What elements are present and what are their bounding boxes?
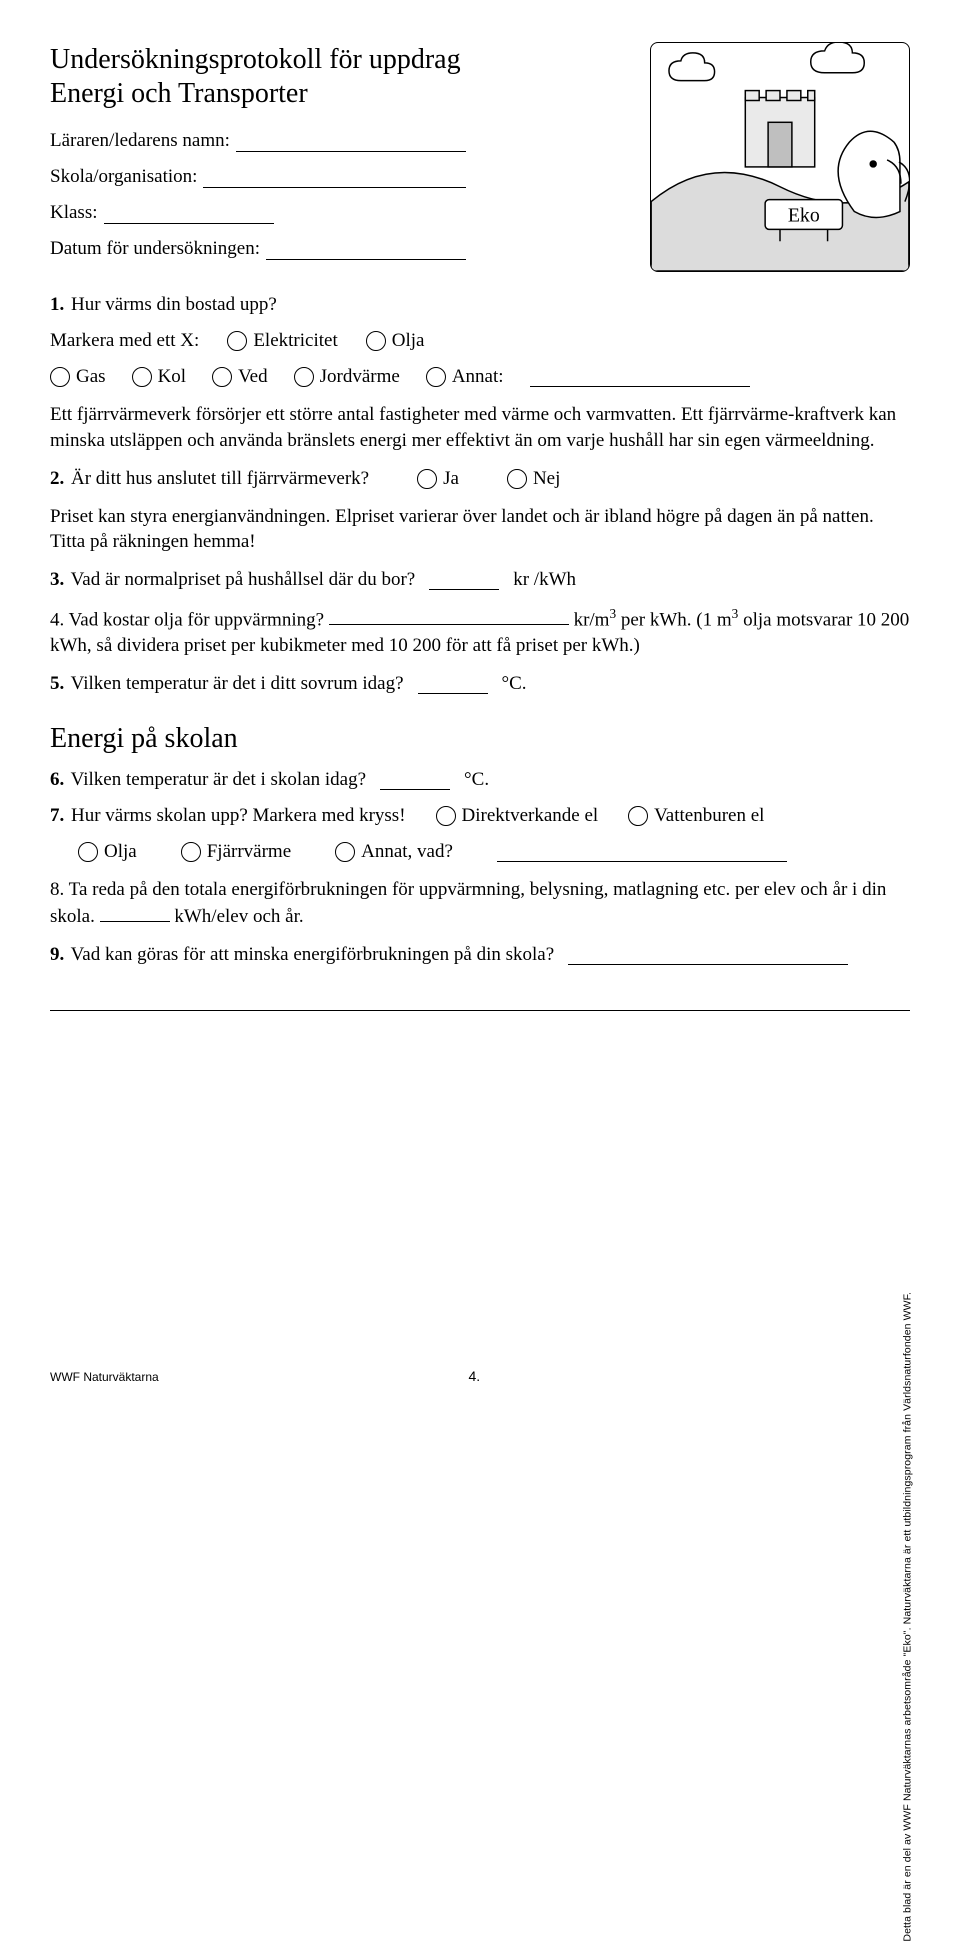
q4-text: Vad kostar olja för uppvärmning? (69, 609, 324, 630)
q1-num: 1. (50, 294, 64, 315)
section-energi-pa-skolan: Energi på skolan (50, 723, 910, 755)
q9-row: 9. Vad kan göras för att minska energifö… (50, 944, 910, 966)
side-note: Detta blad är en del av WWF Naturväktarn… (902, 1292, 914, 1942)
q7-opt-olja[interactable]: Olja (78, 841, 137, 863)
q7-opt-vattenburen-el[interactable]: Vattenburen el (628, 805, 764, 827)
q2-opt-nej[interactable]: Nej (507, 468, 560, 490)
q4-row: 4. Vad kostar olja för uppvärmning? kr/m… (50, 605, 910, 659)
q1-row2: Markera med ett X: Elektricitet Olja (50, 330, 910, 352)
q5-row: 5. Vilken temperatur är det i ditt sovru… (50, 673, 910, 695)
field-school: Skola/organisation: (50, 166, 466, 188)
q1-row3: Gas Kol Ved Jordvärme Annat: (50, 366, 910, 388)
eko-illustration: Eko (650, 42, 910, 272)
q1-text: Hur värms din bostad upp? (71, 294, 277, 315)
q6-row: 6. Vilken temperatur är det i skolan ida… (50, 769, 910, 791)
q1-row1: 1. Hur värms din bostad upp? (50, 294, 910, 316)
q1-opt-olja[interactable]: Olja (366, 330, 425, 352)
q2-text: Är ditt hus anslutet till fjärrvärmeverk… (71, 468, 369, 489)
field-school-input[interactable] (203, 168, 466, 188)
field-date-input[interactable] (266, 240, 466, 260)
q8-input[interactable] (100, 902, 170, 922)
footer-left: WWF Naturväktarna (50, 1370, 159, 1384)
q7-row1: 7. Hur värms skolan upp? Markera med kry… (50, 805, 910, 827)
q1-opt-annat[interactable]: Annat: (426, 366, 504, 388)
q3-text: Vad är normalpriset på hushållsel där du… (71, 569, 416, 590)
q7-opt-annat[interactable]: Annat, vad? (335, 841, 453, 863)
field-date: Datum för undersökningen: (50, 238, 466, 260)
q1-opt-kol[interactable]: Kol (132, 366, 187, 388)
q2-opt-ja[interactable]: Ja (417, 468, 459, 490)
q6-num: 6. (50, 769, 64, 790)
q4-input[interactable] (329, 605, 569, 625)
q1-markera: Markera med ett X: (50, 330, 199, 352)
q1-opt-gas[interactable]: Gas (50, 366, 106, 388)
q7-opt-direktverkande-el[interactable]: Direktverkande el (436, 805, 599, 827)
footer-page-number: 4. (469, 1368, 481, 1384)
q9-text: Vad kan göras för att minska energiförbr… (71, 944, 555, 965)
q5-input[interactable] (418, 674, 488, 694)
q3-num: 3. (50, 569, 64, 590)
page-footer: WWF Naturväktarna 4. (50, 1368, 910, 1384)
q8-num: 8. (50, 879, 64, 900)
q5-text: Vilken temperatur är det i ditt sovrum i… (71, 673, 404, 694)
q9-input-2[interactable] (50, 994, 910, 1011)
q2-row: 2. Är ditt hus anslutet till fjärrvärmev… (50, 468, 910, 490)
q1-opt-ved[interactable]: Ved (212, 366, 268, 388)
para-fjarrvarmerk: Ett fjärrvärmeverk försörjer ett större … (50, 402, 910, 453)
q1-opt-elektricitet[interactable]: Elektricitet (227, 330, 337, 352)
q4-unit-post: per kWh. (1 m (616, 609, 732, 630)
q7-row2: Olja Fjärrvärme Annat, vad? (78, 841, 910, 863)
field-teacher: Läraren/ledarens namn: (50, 130, 466, 152)
q6-text: Vilken temperatur är det i skolan idag? (71, 769, 366, 790)
q3-unit: kr /kWh (513, 569, 576, 591)
field-class-input[interactable] (104, 204, 274, 224)
q7-annat-input[interactable] (497, 842, 787, 862)
q9-input-1[interactable] (568, 945, 848, 965)
q5-unit: °C. (502, 673, 527, 695)
q3-input[interactable] (429, 570, 499, 590)
field-class: Klass: (50, 202, 466, 224)
q6-input[interactable] (380, 770, 450, 790)
q8-unit: kWh/elev och år. (174, 906, 303, 927)
q2-num: 2. (50, 468, 64, 489)
q7-opt-fjarrvärme[interactable]: Fjärrvärme (181, 841, 291, 863)
field-teacher-label: Läraren/ledarens namn: (50, 130, 230, 152)
field-teacher-input[interactable] (236, 132, 466, 152)
q8-row: 8. Ta reda på den totala energiförbrukni… (50, 877, 910, 930)
q9-num: 9. (50, 944, 64, 965)
eko-sign-label: Eko (788, 204, 820, 226)
q7-num: 7. (50, 805, 64, 826)
page-title-line2: Energi och Transporter (50, 78, 466, 110)
page-title-line1: Undersökningsprotokoll för uppdrag (50, 42, 466, 78)
q6-unit: °C. (464, 769, 489, 791)
field-date-label: Datum för undersökningen: (50, 238, 260, 260)
para-pris: Priset kan styra energianvändningen. Elp… (50, 504, 910, 555)
q1-annat-input[interactable] (530, 367, 750, 387)
q7-text: Hur värms skolan upp? Markera med kryss! (71, 805, 406, 826)
q1-opt-jordvarme[interactable]: Jordvärme (294, 366, 400, 388)
q3-row: 3. Vad är normalpriset på hushållsel där… (50, 569, 910, 591)
q4-num: 4. (50, 609, 64, 630)
q4-unit-pre: kr/m (574, 609, 610, 630)
field-school-label: Skola/organisation: (50, 166, 197, 188)
q5-num: 5. (50, 673, 64, 694)
field-class-label: Klass: (50, 202, 98, 224)
